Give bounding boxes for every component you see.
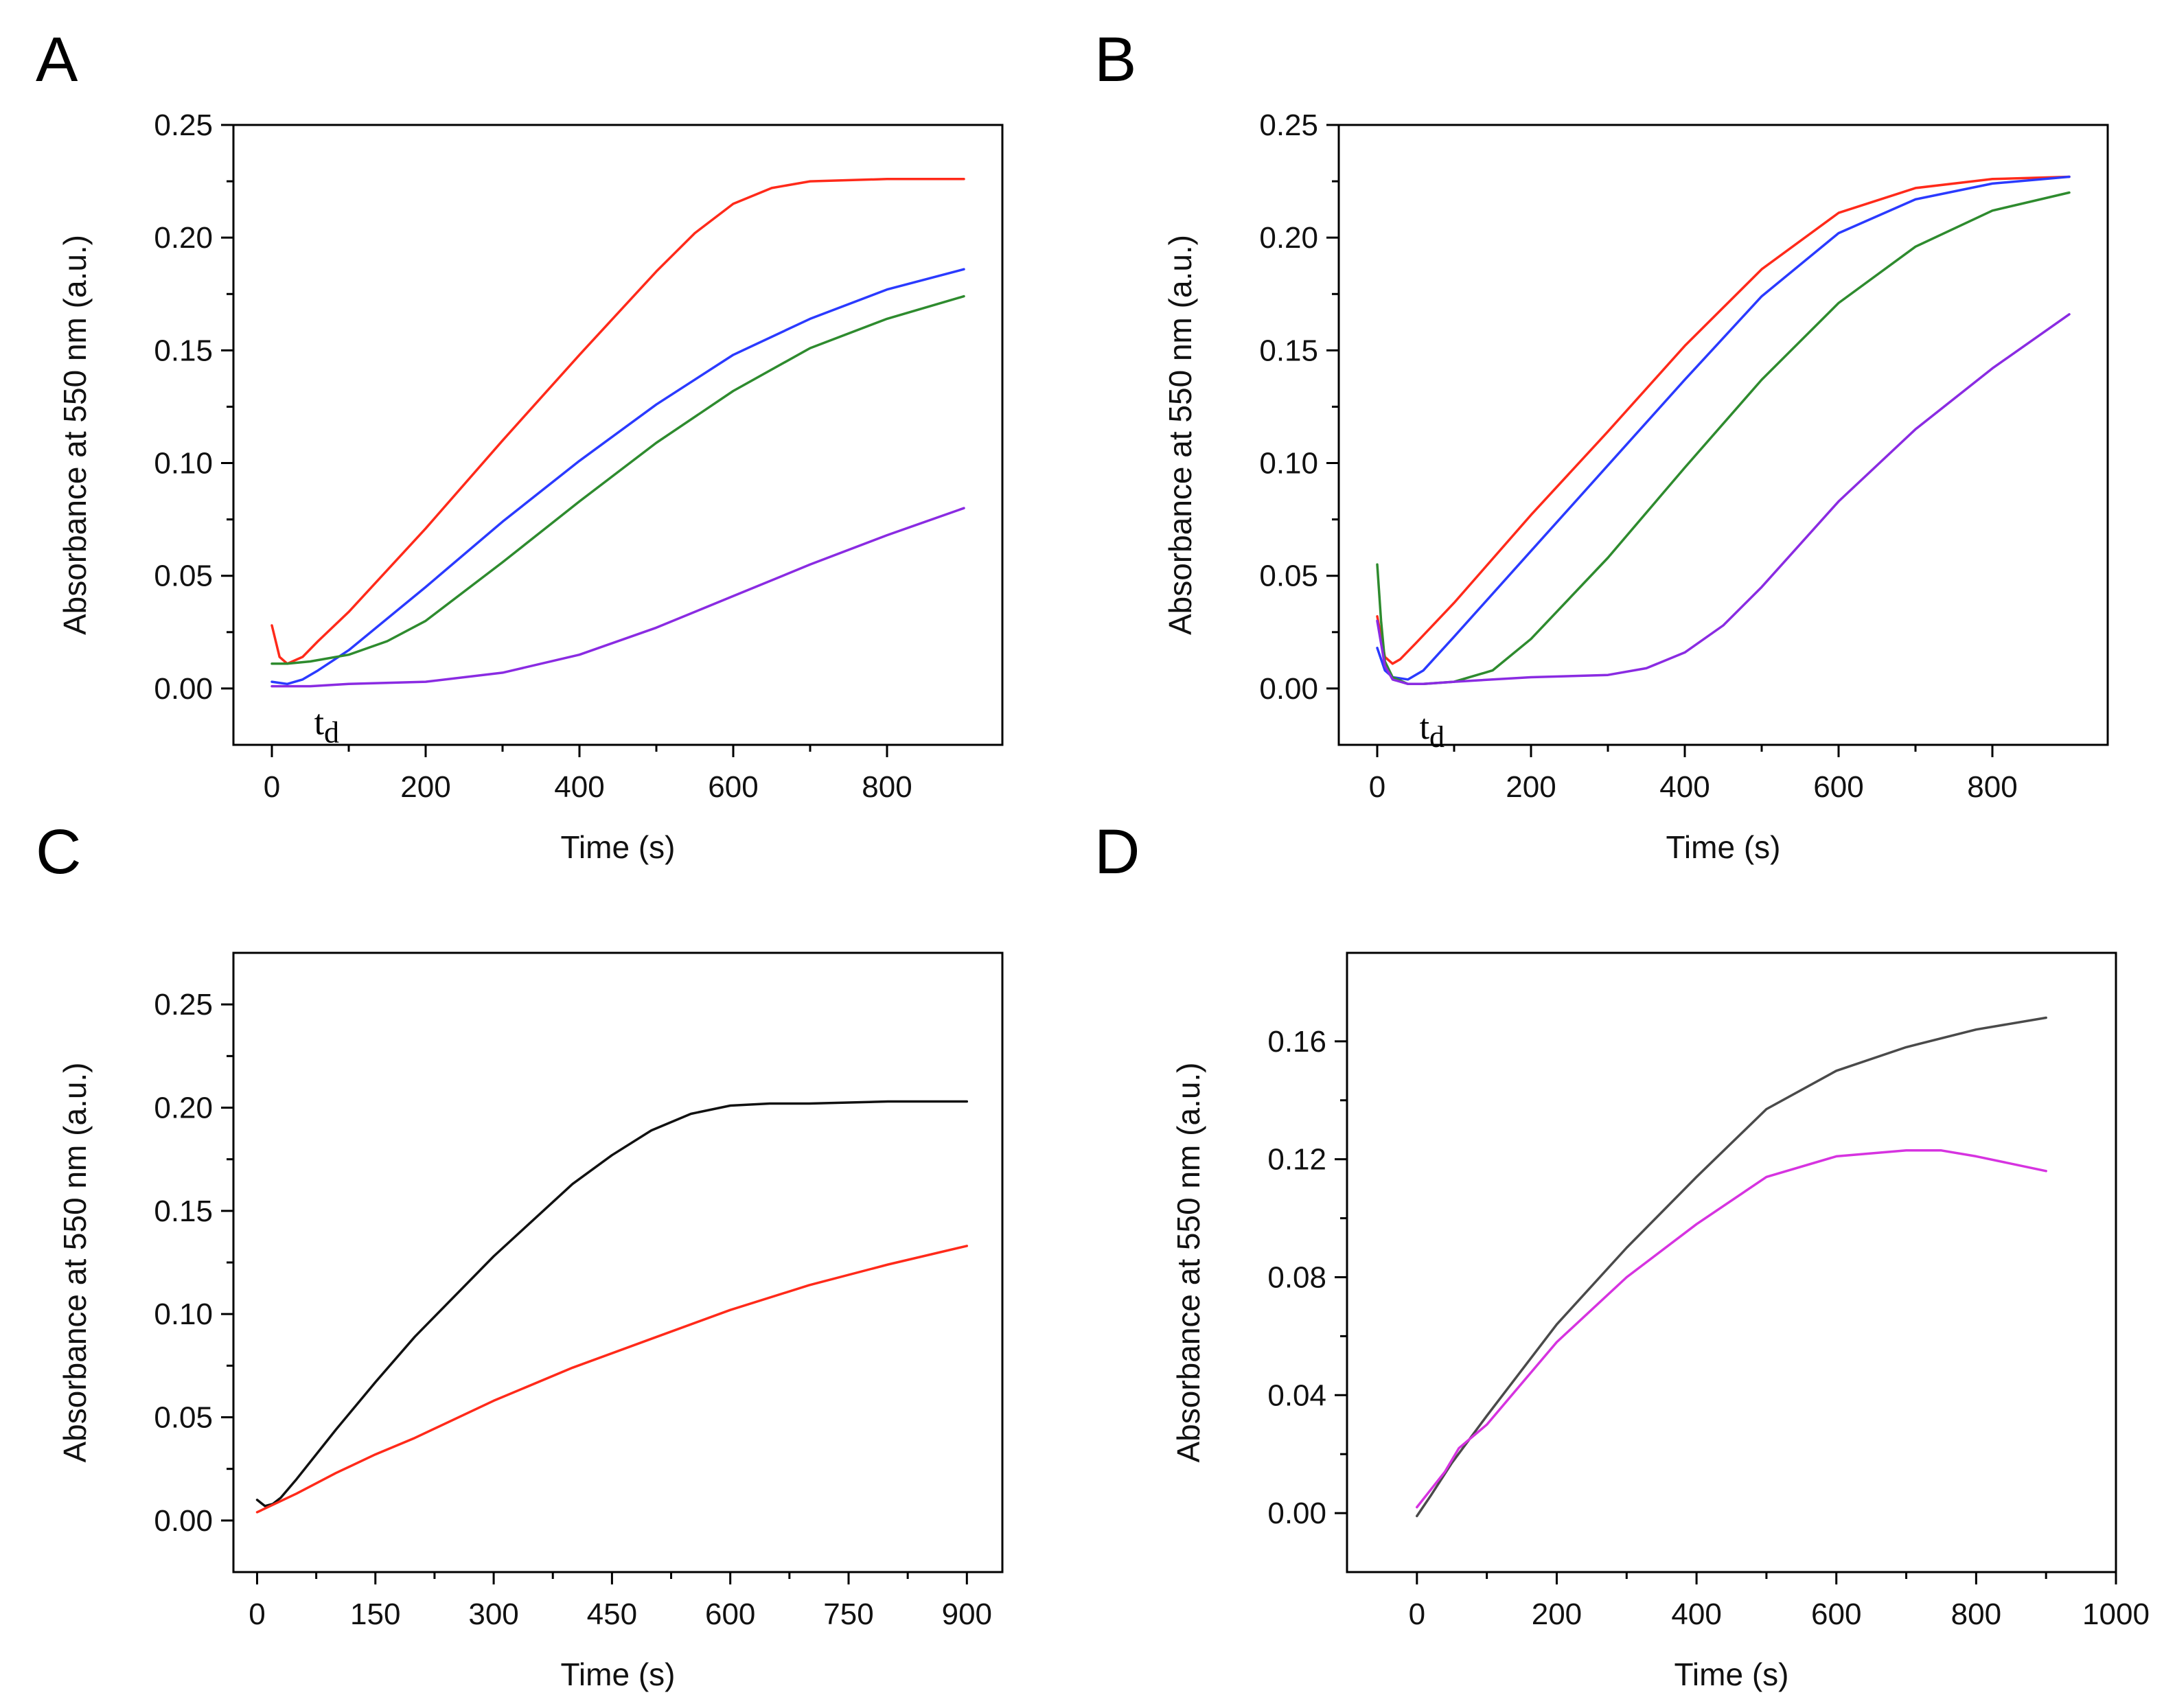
chart-b-y-tick-label: 0.10	[1259, 447, 1318, 481]
chart-d-y-tick-label: 0.04	[1267, 1378, 1326, 1412]
chart-d-y-tick-label: 0.16	[1267, 1025, 1326, 1059]
chart-b-y-tick-label: 0.25	[1259, 108, 1318, 142]
chart-b-y-tick-label: 0.20	[1259, 221, 1318, 255]
chart-a-x-tick-label: 800	[862, 770, 912, 804]
chart-a-series-purple	[271, 507, 965, 688]
chart-a-x-tick-label: 600	[708, 770, 758, 804]
chart-c-x-tick-label: 750	[823, 1597, 873, 1631]
chart-b-plot-frame	[1337, 124, 2109, 746]
chart-d-series-gray	[1416, 1016, 2047, 1518]
chart-d-x-tick-label: 1000	[2082, 1597, 2150, 1631]
chart-b-series-red	[1376, 175, 2071, 665]
chart-b-x-axis-label: Time (s)	[1666, 829, 1781, 865]
chart-c-x-tick-label: 300	[468, 1597, 518, 1631]
chart-a-series-green	[271, 295, 965, 665]
chart-c-x-axis-label: Time (s)	[561, 1657, 676, 1692]
chart-a-td-annotation: td	[314, 704, 339, 750]
chart-c-y-tick-label: 0.05	[154, 1401, 213, 1435]
chart-d-x-tick-label: 400	[1671, 1597, 1721, 1631]
chart-c-y-axis-label: Absorbance at 550 nm (a.u.)	[57, 1063, 93, 1463]
chart-a-y-tick-label: 0.25	[154, 108, 213, 142]
chart-a-y-tick-label: 0.20	[154, 221, 213, 255]
chart-a-y-tick-label: 0.15	[154, 334, 213, 367]
chart-c-x-tick-label: 150	[350, 1597, 400, 1631]
panel-label-c: C	[36, 817, 81, 887]
panel-label-d: D	[1094, 817, 1140, 887]
chart-c-y-tick-label: 0.20	[154, 1092, 213, 1125]
chart-d-x-tick-label: 200	[1532, 1597, 1582, 1631]
chart-d-plot-frame	[1346, 951, 2117, 1573]
chart-a-y-axis-label: Absorbance at 550 nm (a.u.)	[57, 235, 93, 635]
chart-a-x-tick-label: 200	[400, 770, 450, 804]
chart-a: 0 200 400 600 800 0.00 0.05 0.10 0.15 0.20 0.25 Tim…	[57, 108, 1004, 865]
chart-c-x-tick-label: 600	[705, 1597, 755, 1631]
chart-a-series-red	[271, 178, 965, 665]
chart-d-x-tick-label: 0	[1409, 1597, 1425, 1631]
chart-b-y-tick-label: 0.00	[1259, 672, 1318, 706]
panel-label-b: B	[1094, 25, 1136, 95]
panel-label-a: A	[36, 25, 78, 95]
chart-b-x-tick-label: 0	[1369, 770, 1385, 804]
chart-b-td-annotation: td	[1420, 708, 1445, 754]
chart-a-y-tick-label: 0.10	[154, 447, 213, 481]
chart-c-y-tick-label: 0.25	[154, 988, 213, 1022]
chart-b-y-tick-label: 0.05	[1259, 559, 1318, 593]
chart-d-y-tick-label: 0.12	[1267, 1143, 1326, 1177]
chart-a-x-tick-label: 0	[264, 770, 280, 804]
chart-a-y-tick-label: 0.00	[154, 672, 213, 706]
chart-d-y-axis-label: Absorbance at 550 nm (a.u.)	[1171, 1063, 1206, 1463]
chart-d-y-tick-label: 0.08	[1267, 1260, 1326, 1294]
chart-b: 0 200 400 600 800 0.00 0.05 0.10 0.15 0.20 0.25 Tim…	[1162, 108, 2109, 865]
chart-d-x-tick-label: 800	[1951, 1597, 2001, 1631]
chart-b-x-tick-label: 800	[1967, 770, 2017, 804]
chart-d: 0 200 400 600 800 1000 0.00 0.04 0.08 0.12 0.16 Tim…	[1171, 951, 2150, 1692]
chart-c-y-tick-label: 0.00	[154, 1504, 213, 1538]
chart-c-y-tick-label: 0.10	[154, 1297, 213, 1331]
chart-a-x-axis-label: Time (s)	[561, 829, 676, 865]
chart-b-y-axis-label: Absorbance at 550 nm (a.u.)	[1162, 235, 1198, 635]
chart-b-x-tick-label: 400	[1659, 770, 1710, 804]
chart-a-y-tick-label: 0.05	[154, 559, 213, 593]
chart-a-x-tick-label: 400	[554, 770, 604, 804]
chart-d-x-tick-label: 600	[1811, 1597, 1861, 1631]
chart-a-plot-frame	[232, 124, 1004, 746]
chart-c-x-tick-label: 0	[249, 1597, 265, 1631]
chart-d-x-axis-label: Time (s)	[1675, 1657, 1789, 1692]
chart-b-series-purple	[1376, 313, 2071, 686]
chart-c-y-tick-label: 0.15	[154, 1195, 213, 1228]
chart-c-x-tick-label: 450	[587, 1597, 637, 1631]
chart-a-series-blue	[271, 268, 965, 686]
chart-b-x-tick-label: 600	[1813, 770, 1863, 804]
chart-d-y-tick-label: 0.00	[1267, 1497, 1326, 1530]
chart-b-x-tick-label: 200	[1506, 770, 1556, 804]
chart-c-series-black	[255, 1100, 969, 1508]
chart-d-series-magenta	[1416, 1149, 2047, 1509]
chart-c-series-red	[255, 1245, 969, 1514]
chart-b-series-green	[1376, 191, 2071, 686]
chart-b-y-tick-label: 0.15	[1259, 334, 1318, 367]
chart-c: 0 150 300 450 600 750 900 0.00 0.05 0.10 0.15 0.20 0…	[57, 951, 1004, 1692]
chart-c-x-tick-label: 900	[942, 1597, 992, 1631]
